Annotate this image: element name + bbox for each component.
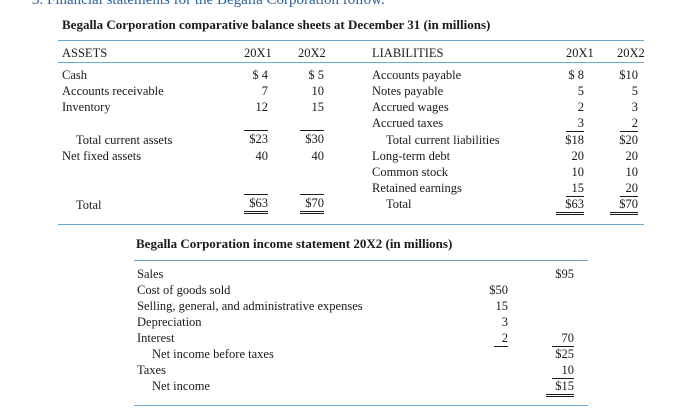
total-current-assets-y1: $23 xyxy=(244,130,268,147)
depreciation-value: 3 xyxy=(501,315,508,329)
income-statement-title: Begalla Corporation income statement 20X… xyxy=(136,236,453,251)
total-liabilities-y2: $70 xyxy=(610,196,638,215)
liability-label: Accounts payable xyxy=(372,68,462,82)
table-top-rule xyxy=(58,40,644,41)
liability-value-y2: 20 xyxy=(620,180,638,197)
total-assets-y2: $70 xyxy=(300,194,324,214)
total-expenses-value: 70 xyxy=(552,330,574,347)
liability-label: Common stock xyxy=(372,165,449,179)
liability-label: Accrued wages xyxy=(372,100,449,114)
liability-value-y1: 5 xyxy=(577,84,584,98)
total-current-liabilities-label: Total current liabilities xyxy=(386,133,500,147)
liability-value-y2: 5 xyxy=(631,84,638,98)
liability-value-y2: $10 xyxy=(619,68,638,82)
balance-sheet-title: Begalla Corporation comparative balance … xyxy=(62,17,491,32)
net-fixed-assets-label: Net fixed assets xyxy=(62,149,142,163)
liability-value-y1: 2 xyxy=(577,100,584,114)
liability-value-y1: 10 xyxy=(571,165,585,179)
total-current-liabilities-y2: $20 xyxy=(619,133,638,147)
total-current-assets-label: Total current assets xyxy=(76,133,173,147)
cogs-label: Cost of goods sold xyxy=(137,283,231,297)
total-assets-label: Total xyxy=(76,198,102,212)
asset-value-y1: 7 xyxy=(261,84,268,98)
asset-value-y1: $ 4 xyxy=(252,68,268,82)
net-income-label: Net income xyxy=(152,379,210,393)
income-top-rule xyxy=(134,260,588,261)
sga-label: Selling, general, and administrative exp… xyxy=(137,299,363,313)
liability-value-y1: 3 xyxy=(566,115,584,132)
header-rule xyxy=(58,62,644,63)
net-income-value: $15 xyxy=(546,378,574,397)
liability-value-y1: 20 xyxy=(571,149,585,163)
liab-year1-header: 20X1 xyxy=(566,46,594,60)
depreciation-label: Depreciation xyxy=(137,315,202,329)
liability-value-y1: 15 xyxy=(566,180,584,197)
liability-value-y2: 20 xyxy=(625,149,639,163)
interest-value: 2 xyxy=(494,330,508,347)
asset-value-y2: 15 xyxy=(311,100,325,114)
total-current-assets-y2: $30 xyxy=(300,130,324,147)
table-bottom-rule xyxy=(58,224,644,225)
total-liabilities-label: Total xyxy=(386,197,412,211)
asset-value-y2: 10 xyxy=(311,84,325,98)
assets-year2-header: 20X2 xyxy=(298,46,326,60)
sales-label: Sales xyxy=(137,267,164,281)
taxes-value: 10 xyxy=(552,362,574,379)
net-fixed-assets-y1: 40 xyxy=(255,149,269,163)
nibt-label: Net income before taxes xyxy=(152,347,274,361)
liability-value-y2: 3 xyxy=(631,100,638,114)
liability-label: Accrued taxes xyxy=(372,116,444,130)
liability-label: Retained earnings xyxy=(372,181,462,195)
nibt-value: $25 xyxy=(555,347,574,361)
sales-value: $95 xyxy=(555,267,574,281)
assets-year1-header: 20X1 xyxy=(244,46,272,60)
taxes-label: Taxes xyxy=(137,363,166,377)
interest-label: Interest xyxy=(137,331,175,345)
problem-heading: 3. Financial statements for the Begalla … xyxy=(32,0,385,8)
liability-label: Notes payable xyxy=(372,84,444,98)
liability-value-y2: 10 xyxy=(625,165,639,179)
asset-label: Accounts receivable xyxy=(62,84,164,98)
liability-value-y2: 2 xyxy=(620,115,638,132)
asset-label: Inventory xyxy=(62,100,111,114)
total-assets-y1: $63 xyxy=(244,194,268,214)
asset-value-y2: $ 5 xyxy=(308,68,324,82)
liability-value-y1: $ 8 xyxy=(568,68,584,82)
asset-value-y1: 12 xyxy=(255,100,269,114)
sga-value: 15 xyxy=(495,299,509,313)
total-current-liabilities-y1: $18 xyxy=(565,133,584,147)
liab-year2-header: 20X2 xyxy=(617,46,645,60)
cogs-value: $50 xyxy=(489,283,508,297)
income-bottom-rule xyxy=(134,405,588,406)
liability-label: Long-term debt xyxy=(372,149,451,163)
total-liabilities-y1: $63 xyxy=(556,196,584,215)
asset-label: Cash xyxy=(62,68,87,82)
net-fixed-assets-y2: 40 xyxy=(311,149,325,163)
assets-header: ASSETS xyxy=(62,46,108,60)
liabilities-header: LIABILITIES xyxy=(372,46,444,60)
